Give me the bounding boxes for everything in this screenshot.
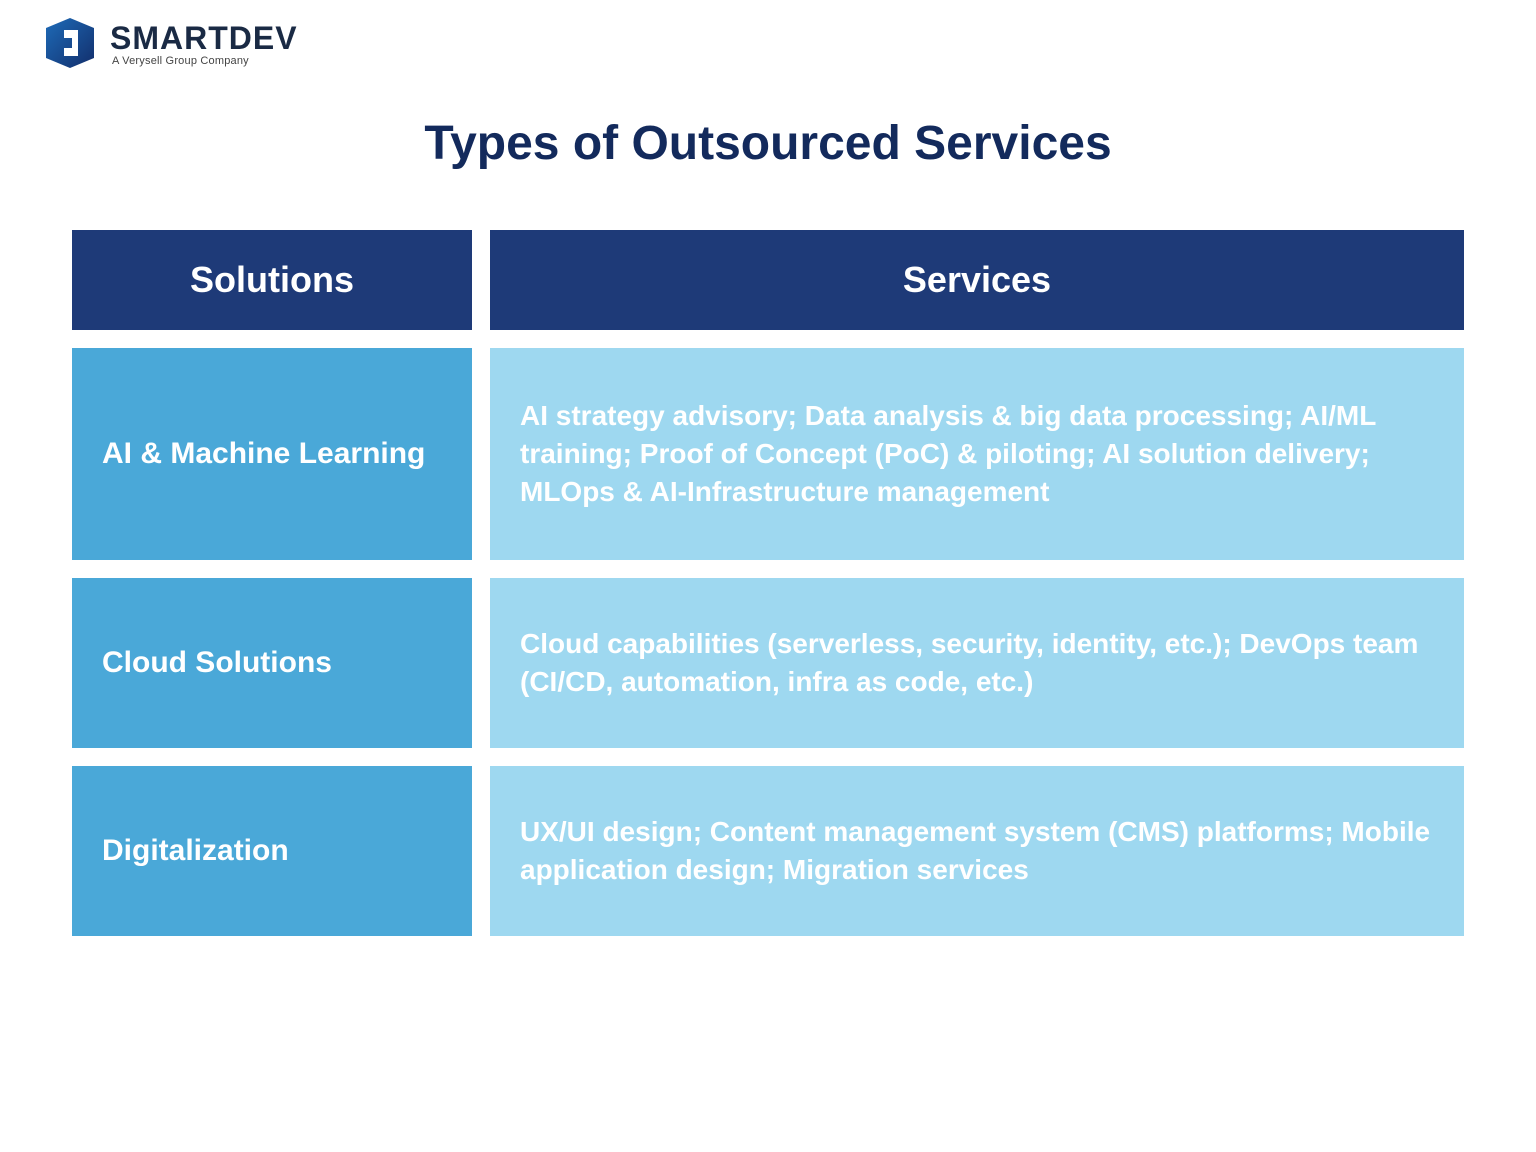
page-title: Types of Outsourced Services xyxy=(0,116,1536,171)
table-row-solution: Digitalization xyxy=(72,766,472,936)
brand-logo: SMARTDEV A Verysell Group Company xyxy=(40,18,298,68)
logo-text: SMARTDEV A Verysell Group Company xyxy=(110,20,298,67)
table-row-services: AI strategy advisory; Data analysis & bi… xyxy=(490,348,1464,560)
services-table: SolutionsServicesAI & Machine LearningAI… xyxy=(72,230,1464,936)
table-row-solution: Cloud Solutions xyxy=(72,578,472,748)
table-row-services: UX/UI design; Content management system … xyxy=(490,766,1464,936)
logo-tagline: A Verysell Group Company xyxy=(112,55,298,67)
table-row-services: Cloud capabilities (serverless, security… xyxy=(490,578,1464,748)
table-header-solutions: Solutions xyxy=(72,230,472,330)
logo-name: SMARTDEV xyxy=(110,20,298,57)
logo-mark-icon xyxy=(40,18,98,68)
table-header-services: Services xyxy=(490,230,1464,330)
table-row-solution: AI & Machine Learning xyxy=(72,348,472,560)
